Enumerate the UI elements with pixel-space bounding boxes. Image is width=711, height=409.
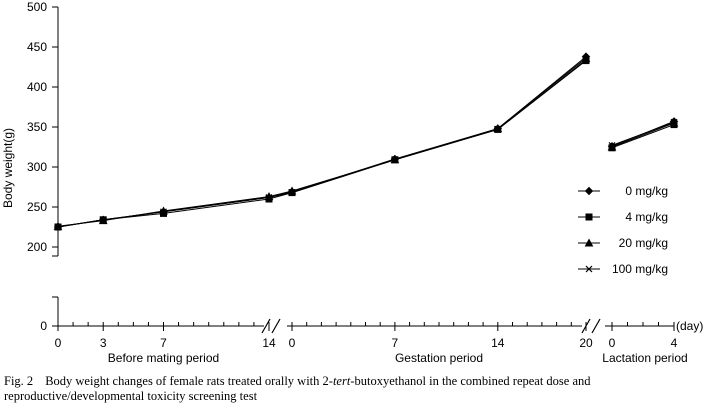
y-tick-label: 500 bbox=[27, 0, 47, 14]
data-point bbox=[99, 216, 107, 224]
legend: 0 mg/kg 4 mg/kg 20 mg/kg 100 mg/kg bbox=[578, 184, 668, 276]
legend-item: 20 mg/kg bbox=[578, 236, 668, 250]
legend-label: 20 mg/kg bbox=[619, 236, 668, 250]
x-tick-label: 4 bbox=[671, 336, 678, 350]
series-layer bbox=[53, 52, 679, 232]
x-axis-unit: (day) bbox=[676, 319, 703, 333]
series-line bbox=[57, 56, 587, 228]
x-tick-label: 7 bbox=[160, 336, 167, 350]
y-tick-label: 0 bbox=[40, 319, 47, 333]
x-tick-label: 0 bbox=[55, 336, 62, 350]
data-point bbox=[265, 193, 273, 201]
x-tick-label: 14 bbox=[262, 336, 276, 350]
legend-item: 0 mg/kg bbox=[578, 184, 668, 198]
data-point bbox=[494, 125, 502, 133]
period-label: Before mating period bbox=[108, 351, 219, 365]
caption-text-1: Body weight changes of female rats treat… bbox=[45, 374, 333, 388]
legend-marker bbox=[585, 213, 593, 221]
legend-marker bbox=[584, 238, 594, 247]
series-100-mg-kg bbox=[54, 56, 678, 231]
x-tick-label: 7 bbox=[392, 336, 399, 350]
series-line bbox=[57, 57, 587, 227]
series-4-mg-kg bbox=[54, 57, 678, 231]
x-axis: 0 3 7 14 Before mating period 0 7 14 20 Gestation… bbox=[55, 318, 688, 365]
period-label: Gestation period bbox=[395, 351, 483, 365]
x-tick-label: 0 bbox=[609, 336, 616, 350]
period-label: Lactation period bbox=[602, 351, 687, 365]
legend-marker bbox=[585, 265, 593, 273]
x-tick-label: 0 bbox=[289, 336, 296, 350]
series-line bbox=[57, 60, 587, 228]
data-point bbox=[160, 208, 167, 216]
data-point bbox=[288, 189, 296, 197]
legend-label: 100 mg/kg bbox=[612, 262, 668, 276]
y-axis: 0 200 250 300 350 400 450 500 bbox=[27, 0, 59, 333]
series-20-mg-kg bbox=[53, 53, 679, 230]
series-line bbox=[611, 122, 675, 148]
x-tick-label: 14 bbox=[491, 336, 505, 350]
legend-item: 100 mg/kg bbox=[578, 262, 668, 276]
y-axis-title: Body weight(g) bbox=[1, 128, 15, 208]
series-0-mg-kg bbox=[53, 52, 679, 232]
legend-label: 4 mg/kg bbox=[625, 210, 668, 224]
x-tick-label: 3 bbox=[100, 336, 107, 350]
y-tick-label: 400 bbox=[27, 80, 47, 94]
series-line bbox=[611, 121, 675, 146]
legend-label: 0 mg/kg bbox=[625, 184, 668, 198]
x-axis-break-slash bbox=[591, 318, 601, 334]
data-point bbox=[391, 156, 399, 164]
y-tick-label: 200 bbox=[27, 240, 47, 254]
y-tick-label: 350 bbox=[27, 120, 47, 134]
legend-item: 4 mg/kg bbox=[578, 210, 668, 224]
series-line bbox=[611, 124, 675, 149]
figure-label: Fig. 2 bbox=[4, 374, 34, 388]
series-line bbox=[57, 59, 587, 228]
data-point bbox=[54, 223, 62, 231]
y-tick-label: 300 bbox=[27, 160, 47, 174]
legend-marker bbox=[584, 186, 594, 196]
data-point bbox=[670, 118, 678, 126]
figure-caption: Fig. 2 Body weight changes of female rats… bbox=[4, 374, 709, 404]
x-axis-break-slash bbox=[261, 318, 271, 334]
x-axis-break-slash bbox=[271, 318, 281, 334]
data-point bbox=[582, 56, 590, 64]
data-point bbox=[608, 141, 616, 149]
x-tick-label: 20 bbox=[579, 336, 593, 350]
y-tick-label: 450 bbox=[27, 40, 47, 54]
y-tick-label: 250 bbox=[27, 200, 47, 214]
caption-text-italic: tert bbox=[332, 374, 351, 388]
caption-text-2: -butoxyethanol in the combined repeat do… bbox=[4, 374, 591, 403]
